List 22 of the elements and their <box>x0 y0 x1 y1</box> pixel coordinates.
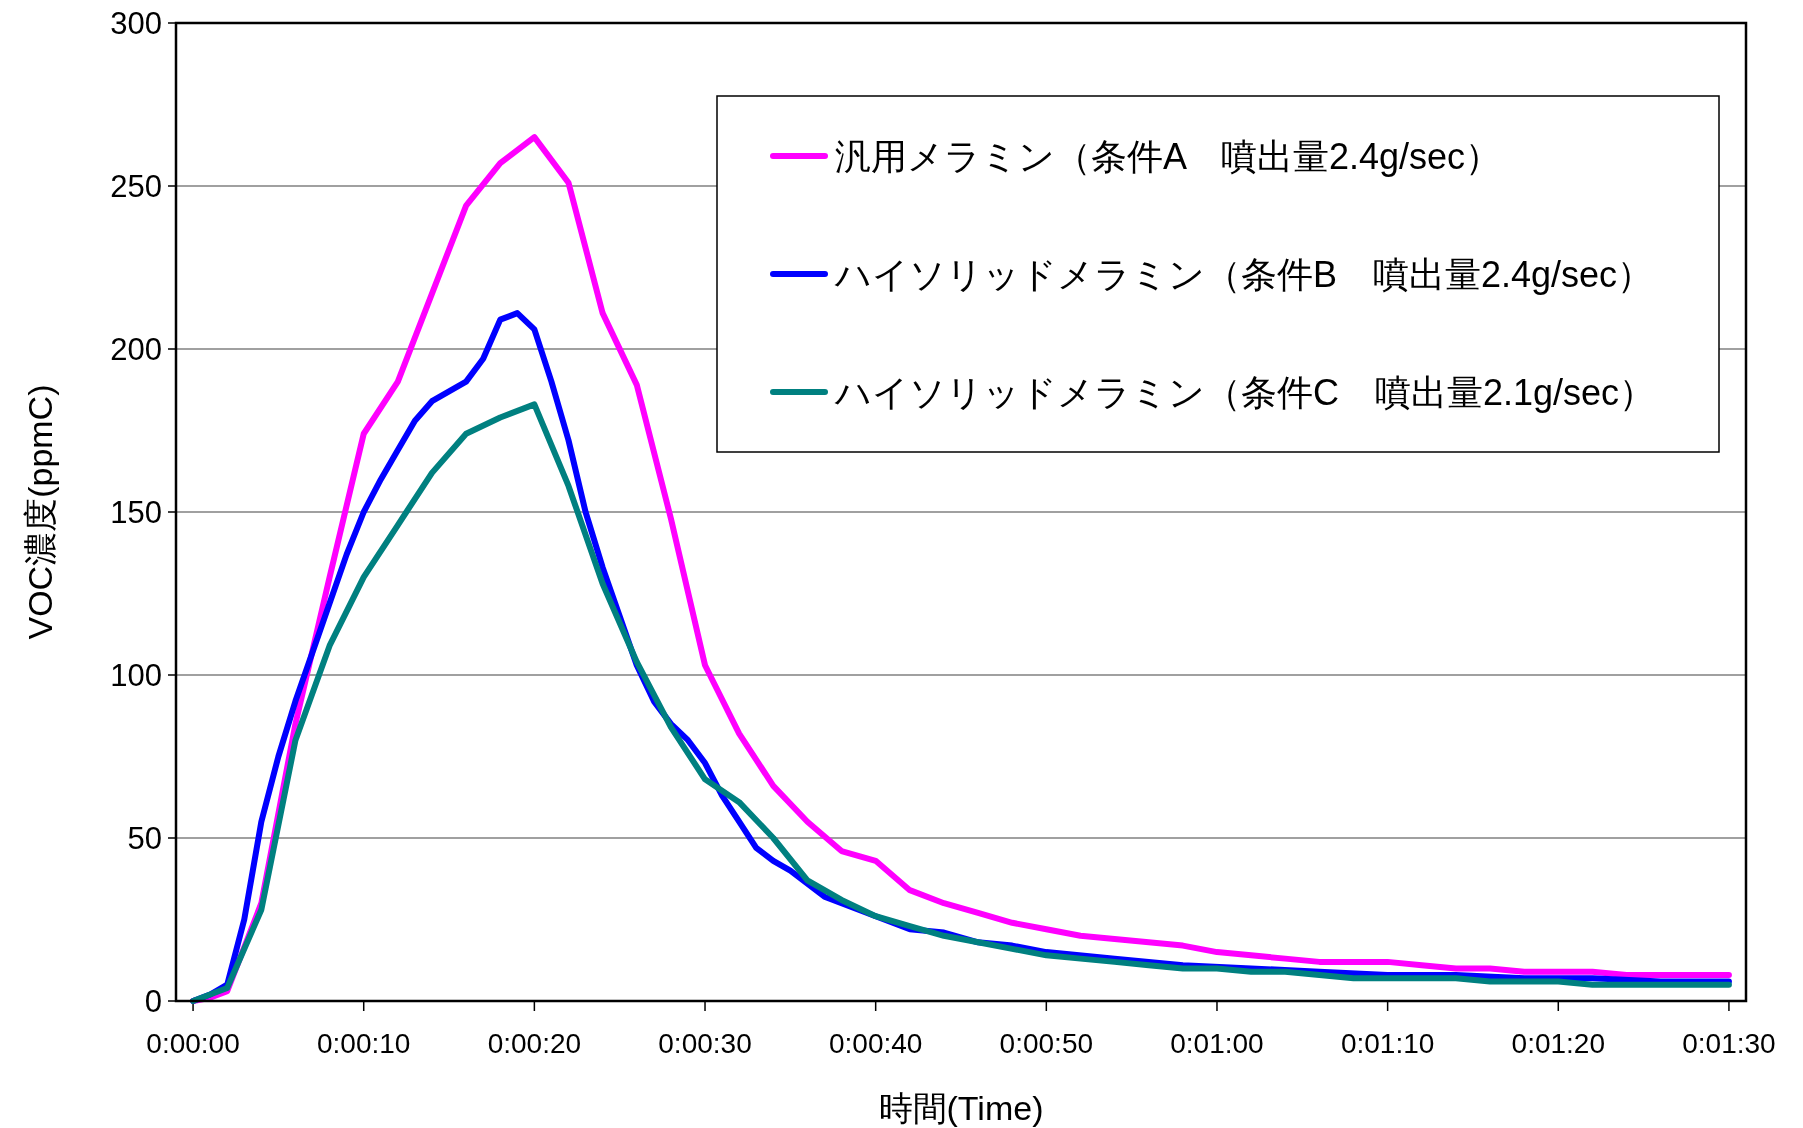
y-tick-label: 50 <box>127 821 162 856</box>
y-axis-title: VOC濃度(ppmC) <box>21 384 59 640</box>
y-tick-label: 150 <box>110 495 162 530</box>
x-tick-label: 0:01:30 <box>1682 1028 1776 1059</box>
x-tick-label: 0:01:10 <box>1340 1028 1435 1059</box>
x-tick-label: 0:00:40 <box>828 1028 923 1059</box>
x-tick-label: 0:00:50 <box>999 1028 1094 1059</box>
y-tick-label: 200 <box>110 332 162 367</box>
x-tick-label: 0:00:00 <box>146 1028 240 1059</box>
x-axis-title: 時間(Time) <box>878 1089 1044 1127</box>
y-tick-label: 300 <box>110 6 162 41</box>
x-tick-label: 0:00:10 <box>317 1028 411 1059</box>
legend-label: ハイソリッドメラミン（条件C 噴出量2.1g/sec） <box>834 372 1656 413</box>
y-tick-label: 100 <box>110 658 162 693</box>
y-tick-label: 0 <box>144 984 162 1019</box>
y-tick-label: 250 <box>110 169 162 204</box>
x-tick-label: 0:01:00 <box>1170 1028 1264 1059</box>
legend-label: ハイソリッドメラミン（条件B 噴出量2.4g/sec） <box>834 254 1654 295</box>
legend-label: 汎用メラミン（条件A 噴出量2.4g/sec） <box>835 136 1502 177</box>
x-tick-label: 0:00:30 <box>658 1028 752 1059</box>
x-tick-label: 0:01:20 <box>1511 1028 1605 1059</box>
x-tick-label: 0:00:20 <box>487 1028 582 1059</box>
